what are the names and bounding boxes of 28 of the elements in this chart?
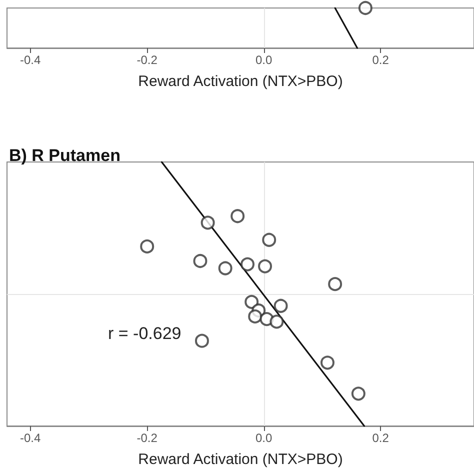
point — [218, 261, 232, 276]
x-tick-label: -0.2 — [136, 53, 158, 67]
point — [248, 309, 262, 324]
chart-title: B) R Putamen — [9, 146, 120, 165]
point — [244, 294, 259, 309]
point — [270, 314, 284, 329]
point — [194, 334, 209, 348]
point — [351, 386, 366, 401]
x-tick-label: 0.0 — [256, 431, 273, 445]
x-tick-label: 0.2 — [372, 53, 390, 67]
x-tick-label: -0.2 — [136, 431, 158, 445]
point — [328, 277, 342, 292]
x-tick-label: -0.4 — [20, 431, 42, 445]
point — [274, 298, 288, 313]
point — [200, 216, 215, 230]
x-axis-title: Reward Activation (NTX>PBO) — [138, 451, 343, 468]
point — [262, 232, 276, 247]
point — [240, 257, 255, 272]
point — [258, 259, 272, 274]
point — [140, 239, 154, 254]
annotation: r = -0.629 — [108, 324, 182, 343]
x-axis-title: Reward Activation (NTX>PBO) — [138, 73, 343, 90]
x-tick-label: -0.4 — [20, 53, 42, 67]
x-tick-label: 0.2 — [372, 431, 390, 445]
point — [193, 254, 208, 268]
x-tick-label: 0.0 — [256, 53, 273, 67]
point — [320, 356, 334, 370]
point — [230, 209, 245, 224]
